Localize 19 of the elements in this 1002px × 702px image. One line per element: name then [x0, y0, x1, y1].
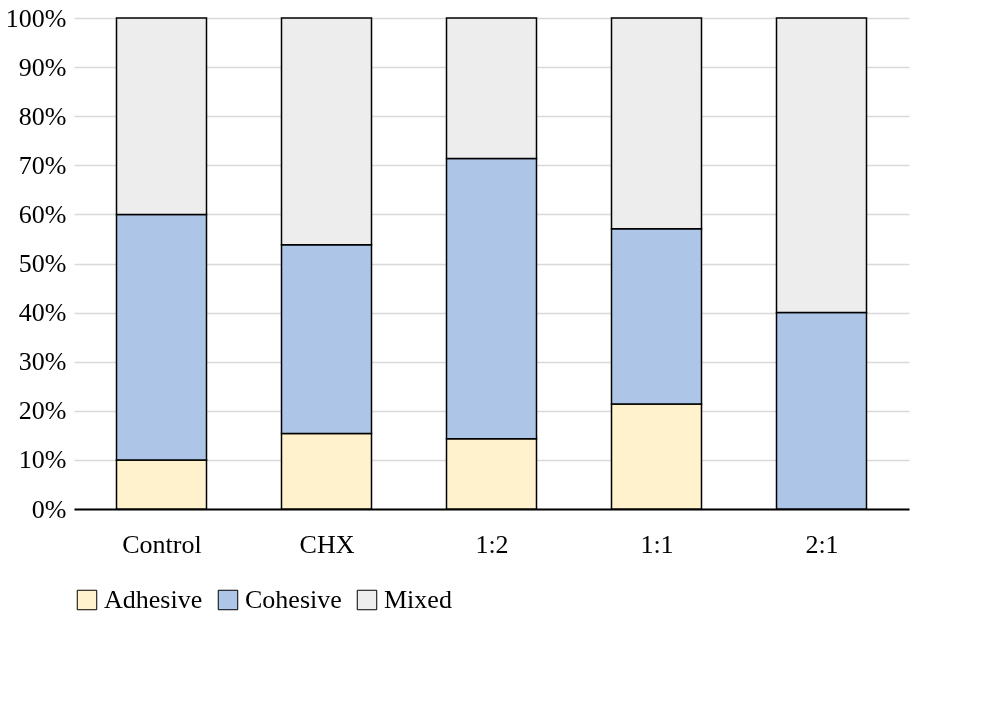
y-tick-label: 50% — [18, 249, 67, 278]
y-tick-label: 0% — [31, 494, 67, 524]
y-tick-label: 10% — [18, 445, 67, 475]
x-tick-label: Control — [122, 529, 202, 559]
y-tick-label: 20% — [18, 396, 67, 426]
y-tick-label: 70% — [18, 150, 67, 180]
x-tick-label: CHX — [299, 529, 355, 559]
y-tick-label: 60% — [18, 199, 67, 229]
y-tick-label: 90% — [18, 52, 67, 82]
y-tick-label: 30% — [18, 347, 67, 377]
y-tick-label: 40% — [18, 298, 67, 328]
x-tick-label: 2:1 — [805, 529, 839, 559]
x-tick-label: 1:2 — [475, 529, 509, 559]
legend-label: Adhesive — [104, 585, 203, 614]
y-tick-label: 100% — [5, 3, 67, 33]
legend-label: Mixed — [384, 585, 452, 614]
y-tick-label: 80% — [18, 101, 67, 131]
legend-label: Cohesive — [245, 585, 342, 614]
x-tick-label: 1:1 — [640, 529, 674, 559]
